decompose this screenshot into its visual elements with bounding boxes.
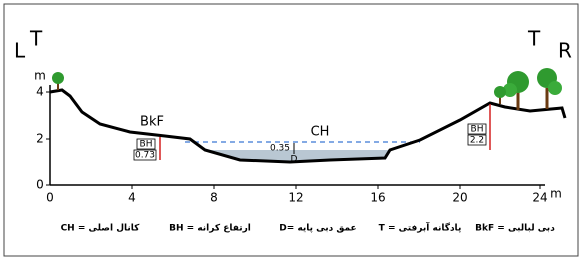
x-tick: 0 <box>46 191 54 205</box>
legend-item: دبی لبالبی = BkF <box>475 224 555 234</box>
terrace-label: T <box>29 27 43 51</box>
terrace-label: T <box>527 27 541 51</box>
y-unit: m <box>34 69 46 83</box>
bh-value: 0.73 <box>135 151 155 161</box>
x-tick: 16 <box>370 191 385 205</box>
bh-value: 2.2 <box>470 136 484 146</box>
x-tick: 8 <box>210 191 218 205</box>
frame <box>4 4 578 256</box>
x-tick: 20 <box>452 191 467 205</box>
ticks <box>46 92 540 189</box>
y-tick: 0 <box>36 178 44 192</box>
depth-value: 0.35 <box>270 144 290 154</box>
legend-item: عمق دبی پایه =D <box>279 224 356 234</box>
trees <box>52 68 562 110</box>
x-tick: 4 <box>128 191 136 205</box>
bankfull-label: BkF <box>140 115 164 130</box>
right-bank-label: R <box>558 39 572 63</box>
channel-label: CH <box>311 125 330 140</box>
legend-item: ارتفاع کرانه = BH <box>169 224 251 234</box>
bh-label: BH <box>471 125 484 135</box>
legend-item: پادگانه آبرفتی = T <box>379 222 462 234</box>
diagram: 0 2 4 m 0 4 8 12 16 20 24 m L T T R BkF … <box>0 0 582 260</box>
x-unit: m <box>550 187 562 201</box>
bh-label: BH <box>140 140 153 150</box>
y-tick: 4 <box>36 85 44 99</box>
y-tick: 2 <box>36 132 44 146</box>
left-bank-label: L <box>14 39 26 63</box>
x-tick: 24 <box>532 191 547 205</box>
x-tick: 12 <box>288 191 303 205</box>
depth-label: D <box>291 155 298 165</box>
legend-item: کانال اصلی = CH <box>61 224 141 234</box>
